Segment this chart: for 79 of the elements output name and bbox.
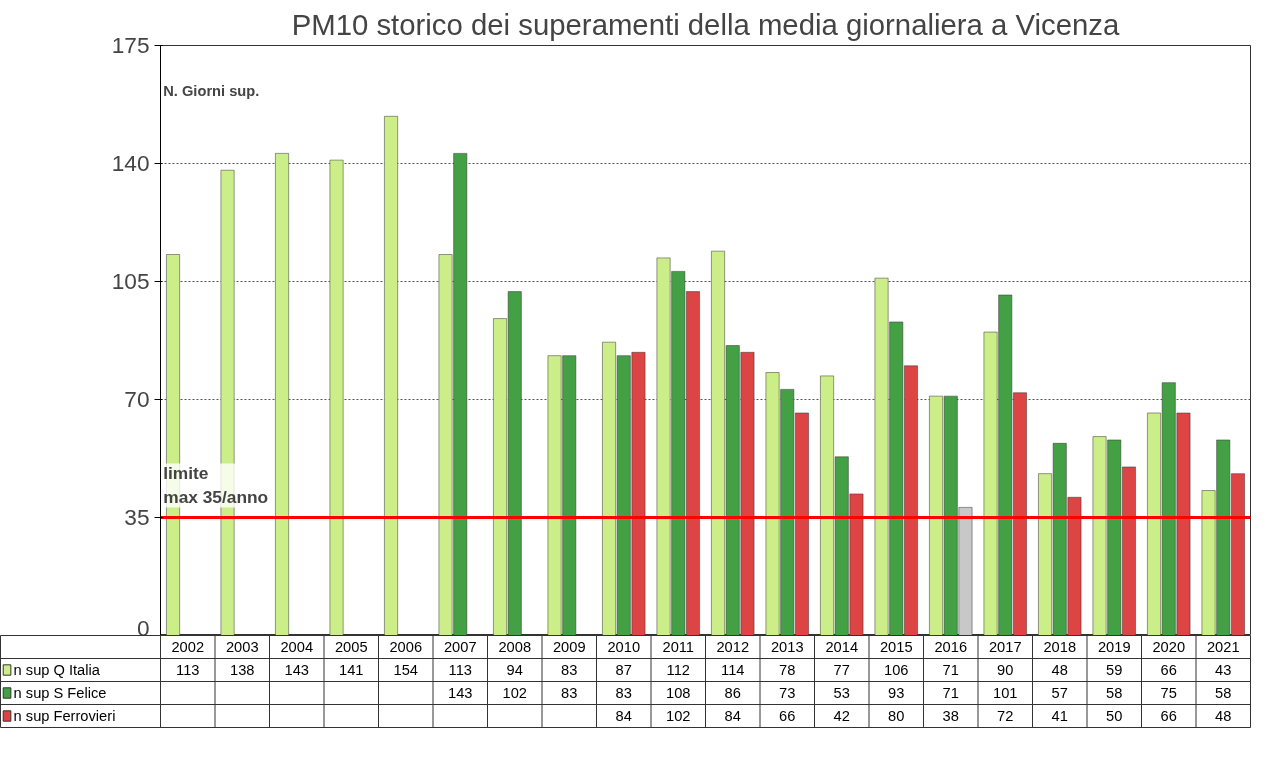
data-label: 50 — [1106, 708, 1123, 724]
data-label: 154 — [393, 662, 418, 678]
data-label: 58 — [1215, 685, 1232, 701]
y-tick-label: 105 — [111, 268, 150, 294]
legend-label: n sup Ferrovieri — [13, 708, 116, 724]
x-tick-label: 2021 — [1206, 639, 1240, 655]
x-tick-label: 2003 — [225, 639, 259, 655]
data-label: 141 — [339, 662, 364, 678]
data-label: 83 — [561, 685, 578, 701]
data-label: 113 — [176, 662, 200, 678]
x-tick-label: 2006 — [389, 639, 423, 655]
x-tick-label: 2016 — [934, 639, 968, 655]
data-label: 75 — [1160, 685, 1177, 701]
data-label: 143 — [448, 685, 473, 701]
data-label: 93 — [888, 685, 905, 701]
data-label: 90 — [997, 662, 1014, 678]
x-tick-label: 2013 — [770, 639, 804, 655]
data-label: 86 — [724, 685, 741, 701]
data-label: 94 — [506, 662, 523, 678]
ref-line-label: limite max 35/anno — [163, 463, 269, 508]
data-label: 38 — [942, 708, 959, 724]
data-label: 72 — [997, 708, 1014, 724]
data-label: 71 — [942, 685, 959, 701]
data-label: 73 — [779, 685, 796, 701]
data-label: 108 — [666, 685, 691, 701]
y-tick-label: 70 — [124, 386, 150, 412]
data-label: 84 — [615, 708, 632, 724]
data-label: 102 — [666, 708, 691, 724]
data-label: 101 — [993, 685, 1018, 701]
data-label: 113 — [448, 662, 472, 678]
data-label: 59 — [1106, 662, 1123, 678]
data-label: 143 — [284, 662, 309, 678]
y-axis-title: N. Giorni sup. — [163, 83, 260, 100]
x-tick-label: 2020 — [1152, 639, 1186, 655]
data-label: 83 — [561, 662, 578, 678]
data-label: 106 — [884, 662, 909, 678]
x-tick-label: 2012 — [716, 639, 750, 655]
data-label: 57 — [1051, 685, 1068, 701]
x-tick-label: 2005 — [334, 639, 368, 655]
data-label: 84 — [724, 708, 741, 724]
data-label: 114 — [721, 662, 745, 678]
x-tick-label: 2008 — [498, 639, 532, 655]
data-label: 102 — [502, 685, 527, 701]
data-label: 53 — [833, 685, 850, 701]
data-label: 48 — [1215, 708, 1232, 724]
data-label: 58 — [1106, 685, 1123, 701]
y-tick-label: 35 — [124, 504, 150, 530]
x-tick-label: 2017 — [988, 639, 1022, 655]
data-label: 41 — [1051, 708, 1068, 724]
data-label: 80 — [888, 708, 905, 724]
data-label: 87 — [615, 662, 632, 678]
data-label: 83 — [615, 685, 632, 701]
y-tick-label: 140 — [111, 150, 150, 176]
data-label: 48 — [1051, 662, 1068, 678]
y-tick-label: 0 — [136, 614, 150, 641]
data-label: 66 — [1160, 708, 1177, 724]
data-label: 66 — [1160, 662, 1177, 678]
x-tick-label: 2010 — [607, 639, 641, 655]
data-label: 66 — [779, 708, 796, 724]
x-tick-label: 2014 — [825, 639, 859, 655]
x-tick-label: 2004 — [280, 639, 314, 655]
data-label: 43 — [1215, 662, 1232, 678]
data-label: 42 — [833, 708, 850, 724]
x-tick-label: 2015 — [879, 639, 913, 655]
legend-label: n sup S Felice — [13, 685, 107, 701]
x-tick-label: 2009 — [552, 639, 586, 655]
x-tick-label: 2011 — [662, 639, 695, 655]
x-tick-label: 2018 — [1043, 639, 1077, 655]
x-tick-label: 2019 — [1097, 639, 1131, 655]
chart-title: PM10 storico dei superamenti della media giornaliera a Vicenza — [291, 7, 1120, 41]
legend-label: n sup Q Italia — [13, 662, 101, 678]
data-label: 71 — [942, 662, 959, 678]
data-label: 77 — [833, 662, 850, 678]
data-label: 78 — [779, 662, 796, 678]
x-tick-label: 2007 — [443, 639, 477, 655]
x-tick-label: 2002 — [171, 639, 205, 655]
data-label: 112 — [666, 662, 690, 678]
y-tick-label: 175 — [111, 32, 150, 58]
data-label: 138 — [230, 662, 255, 678]
